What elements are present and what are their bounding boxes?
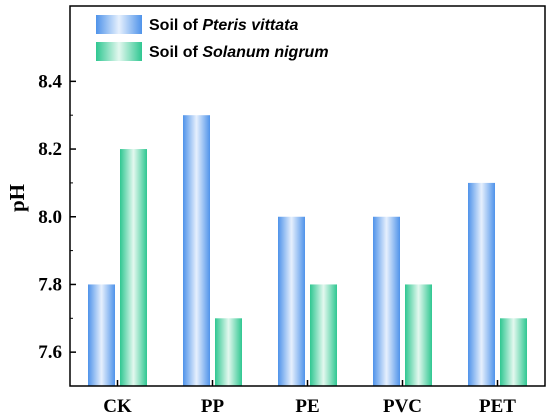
y-tick-label: 8.4 [38,71,62,92]
bar-pvc-series-2 [405,284,432,386]
bar-pe-series-2 [310,284,337,386]
legend-label-series-1: Soil of Pteris vittata [149,17,298,34]
y-tick-label: 8.0 [38,207,62,228]
bars [88,115,527,386]
legend-swatch-series-2 [96,42,142,61]
x-tick-label: PP [201,396,225,417]
y-tick-label: 7.8 [38,274,62,295]
y-axis-title: pH [5,184,29,212]
x-tick-label: PVC [383,396,422,417]
legend: Soil of Pteris vittata Soil of Solanum n… [96,15,329,61]
bar-pvc-series-1 [373,216,400,386]
bar-pet-series-2 [500,318,527,386]
bar-pp-series-2 [215,318,242,386]
y-axis-ticks: 7.6 7.8 8.0 8.2 8.4 [38,71,76,363]
bar-ck-series-2 [120,149,147,386]
y-tick-label: 8.2 [38,139,62,160]
y-tick-label: 7.6 [38,342,62,363]
bar-pet-series-1 [468,182,495,386]
plot-frame [69,5,546,387]
x-tick-label: PET [479,396,516,417]
x-tick-label: PE [295,396,319,417]
legend-label-series-2: Soil of Solanum nigrum [149,44,329,61]
legend-swatch-series-1 [96,15,142,34]
x-axis-labels: CK PP PE PVC PET [103,380,516,417]
bar-pe-series-1 [278,216,305,386]
x-tick-label: CK [103,396,132,417]
bar-ck-series-1 [88,284,115,386]
bar-pp-series-1 [183,115,210,386]
